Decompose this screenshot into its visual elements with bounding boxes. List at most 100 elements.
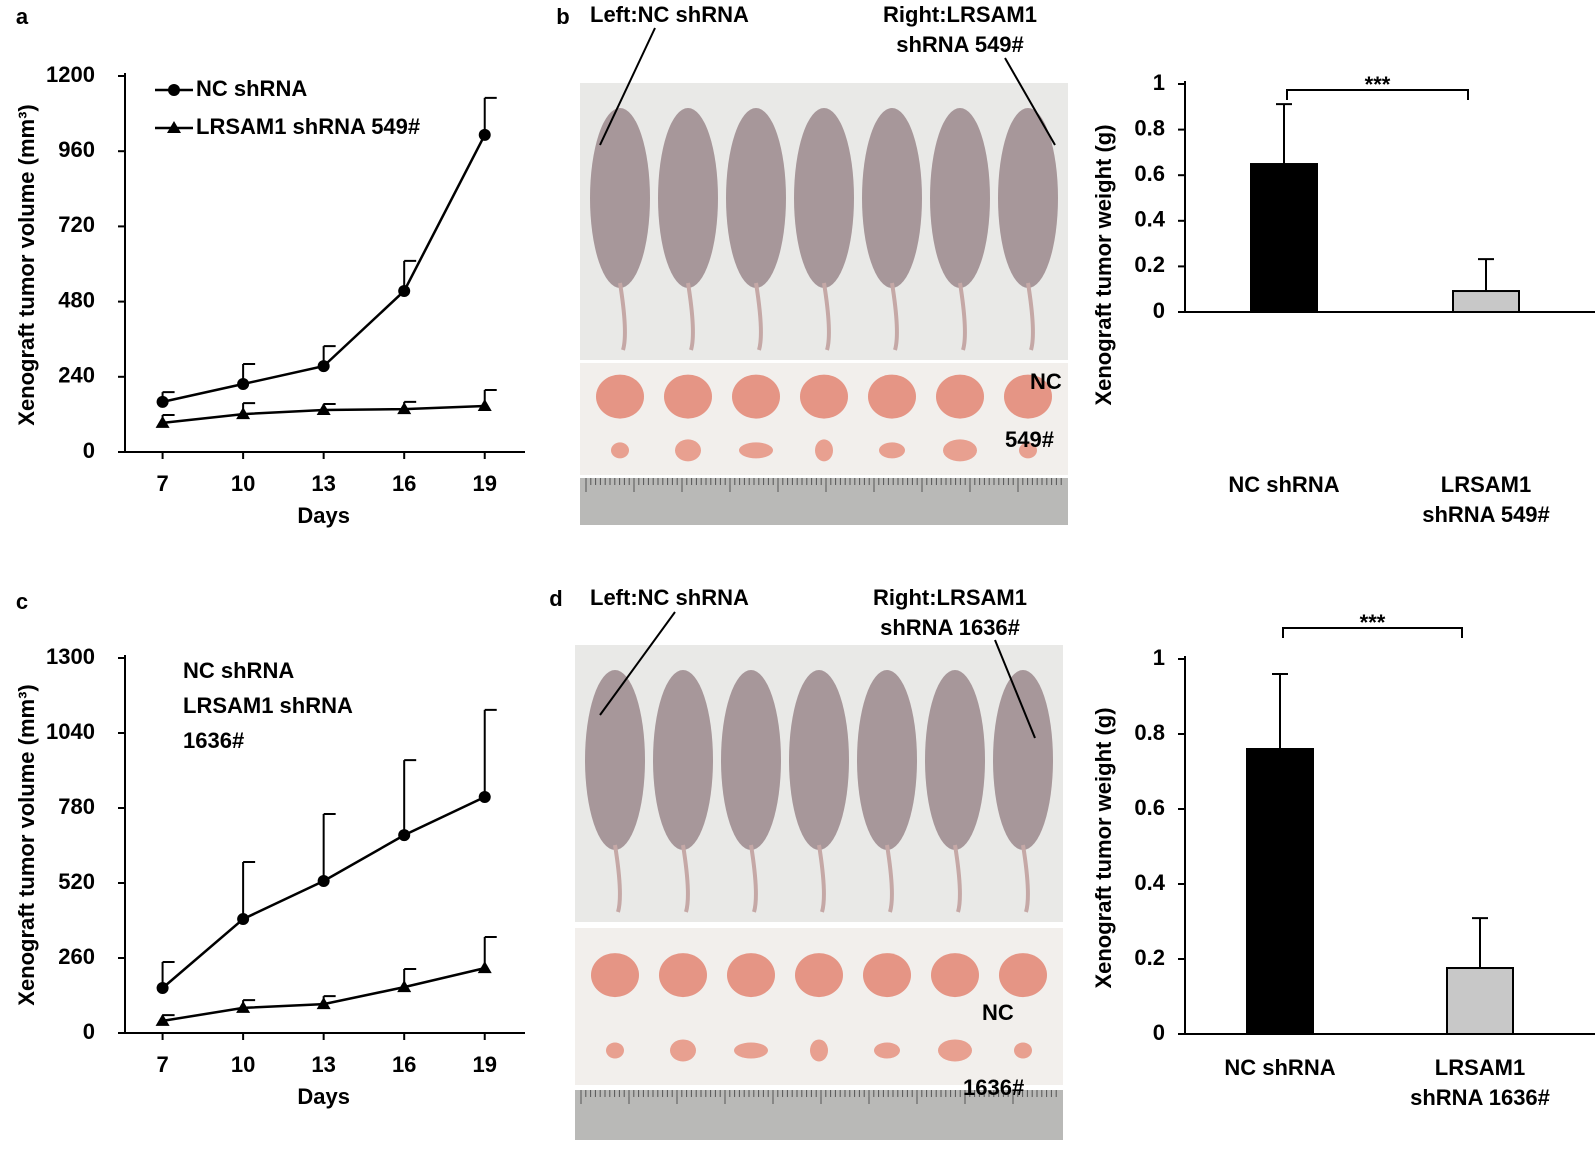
x-axis-label: Days <box>297 503 350 528</box>
y-axis-label: Xenograft tumor weight (g) <box>1091 124 1116 405</box>
tumor <box>938 1039 972 1062</box>
mouse-tail <box>681 844 690 913</box>
photo-row-label: 549# <box>1005 427 1054 452</box>
mouse <box>998 108 1058 288</box>
legend-label: LRSAM1 shRNA 549# <box>196 114 420 139</box>
tumor <box>739 442 773 459</box>
y-tick-label: 1040 <box>46 719 95 744</box>
y-tick-label: 0.6 <box>1134 161 1165 186</box>
y-tick-label: 0.8 <box>1134 115 1165 140</box>
mouse-tail <box>953 844 962 913</box>
data-point <box>477 398 492 411</box>
significance-bracket <box>1282 627 1463 638</box>
data-point <box>317 360 330 373</box>
mouse <box>794 108 854 288</box>
mouse-tail <box>686 282 695 351</box>
mouse <box>653 670 713 850</box>
data-point <box>478 791 491 804</box>
x-tick-label: LRSAM1 shRNA 1636# <box>1410 1055 1550 1110</box>
y-tick-label: 260 <box>58 944 95 969</box>
tumor <box>815 439 833 462</box>
x-tick-label: 19 <box>472 471 496 496</box>
data-point <box>398 829 411 842</box>
x-axis-label: Days <box>297 1084 350 1109</box>
x-tick-label: 10 <box>231 471 255 496</box>
tumor <box>606 1042 624 1059</box>
x-tick-label: 7 <box>156 471 168 496</box>
y-tick-label: 0.4 <box>1134 207 1165 232</box>
error-bar <box>1478 258 1494 292</box>
tumor <box>863 953 911 998</box>
leader-line <box>599 611 676 716</box>
mouse-tail <box>613 844 622 913</box>
y-tick-label: 0 <box>1153 1020 1165 1045</box>
bar <box>1446 967 1514 1035</box>
tumor <box>810 1039 828 1062</box>
error-bar <box>1276 103 1292 165</box>
photo-row-label: NC <box>1030 369 1062 394</box>
error-bar <box>322 813 336 881</box>
mouse <box>721 670 781 850</box>
tumor <box>670 1039 696 1062</box>
significance-label: *** <box>1360 610 1386 635</box>
error-bar <box>483 935 497 969</box>
tumor <box>800 374 848 419</box>
error-bar <box>483 708 497 798</box>
photo-row-label: 1636# <box>963 1075 1025 1100</box>
mouse <box>993 670 1053 850</box>
ruler <box>575 1090 1063 1140</box>
x-tick-label: 13 <box>311 1052 335 1077</box>
y-tick-label: 520 <box>58 869 95 894</box>
y-axis-label: Xenograft tumor volume (mm³) <box>14 684 39 1005</box>
y-tick-label: 0 <box>83 438 95 463</box>
y-tick-label: 1 <box>1153 645 1165 670</box>
data-point <box>397 402 412 415</box>
mouse-tail <box>1021 844 1030 913</box>
y-tick-label: 0 <box>1153 298 1165 323</box>
y-tick-label: 0.2 <box>1134 252 1165 277</box>
x-tick-label: 13 <box>311 471 335 496</box>
data-point <box>236 1000 251 1013</box>
mouse-tail <box>1026 282 1035 351</box>
photo-label: Left:NC shRNA <box>590 2 749 27</box>
data-point <box>317 874 330 887</box>
mouse-tail <box>817 844 826 913</box>
y-tick-label: 240 <box>58 363 95 388</box>
mouse <box>658 108 718 288</box>
series-line <box>162 966 486 1023</box>
error-bar <box>1272 673 1288 749</box>
y-tick-label: 1300 <box>46 644 95 669</box>
data-point <box>316 997 331 1010</box>
legend-marker <box>168 84 180 96</box>
panel-letter: a <box>16 4 29 29</box>
data-point <box>316 403 331 416</box>
legend-label: NC shRNA <box>196 76 307 101</box>
y-tick-label: 0.8 <box>1134 720 1165 745</box>
mouse <box>862 108 922 288</box>
error-bar <box>1472 917 1488 968</box>
legend-label: NC shRNA <box>183 658 295 683</box>
mouse <box>585 670 645 850</box>
data-point <box>155 1013 170 1026</box>
y-axis-label: Xenograft tumor volume (mm³) <box>14 104 39 425</box>
x-tick-label: NC shRNA <box>1224 1055 1336 1080</box>
y-tick-label: 0.6 <box>1134 795 1165 820</box>
photo-row-label: NC <box>982 1000 1014 1025</box>
x-tick-label: 10 <box>231 1052 255 1077</box>
mouse-tail <box>618 282 627 351</box>
x-tick-label: 16 <box>392 1052 416 1077</box>
tumor <box>936 374 984 419</box>
mouse-tail <box>885 844 894 913</box>
data-point <box>156 982 169 994</box>
photo-label: Left:NC shRNA <box>590 585 749 610</box>
data-point <box>237 913 250 926</box>
panel-letter: c <box>16 589 28 614</box>
error-bar <box>242 860 256 920</box>
photo-label: Right:LRSAM1 shRNA 549# <box>883 2 1037 57</box>
y-tick-label: 0 <box>83 1019 95 1044</box>
x-tick-label: NC shRNA <box>1228 472 1340 497</box>
tumor <box>596 374 644 419</box>
data-point <box>155 415 170 428</box>
legend-label: LRSAM1 shRNA 1636# <box>183 693 353 753</box>
y-tick-label: 0.2 <box>1134 945 1165 970</box>
